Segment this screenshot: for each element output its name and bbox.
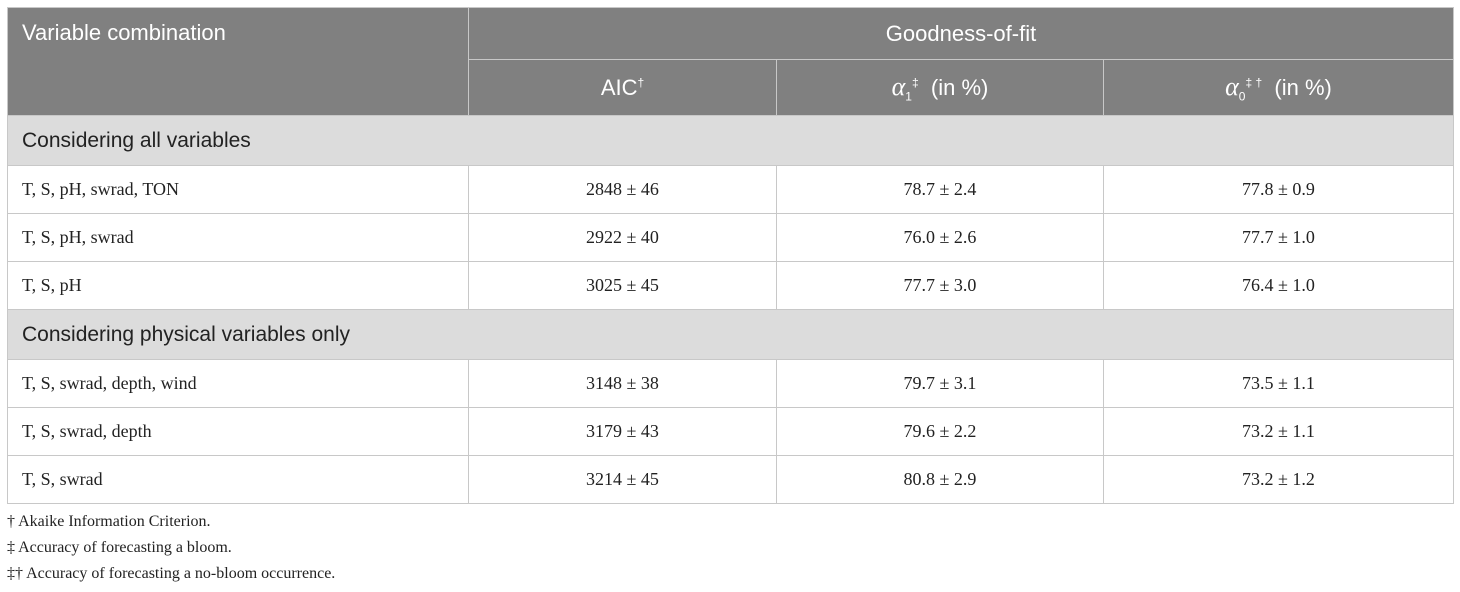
footnote: † Akaike Information Criterion. [7,513,211,530]
value-cell: 3025 ± 45 [468,261,777,310]
footnote: ‡† Accuracy of forecasting a no-bloom oc… [7,565,336,582]
header-symbol: α [891,71,906,101]
value-cell: 3179 ± 43 [468,407,777,456]
data-row: T, S, swrad, depth, wind 3148 ± 38 79.7 ± … [7,359,1454,408]
variable-cell: T, S, swrad [7,455,469,504]
value-cell: 77.7 ± 3.0 [776,261,1104,310]
value-cell: 73.2 ± 1.2 [1103,455,1454,504]
header-row: Variable combination Goodness-of-fit [7,7,1454,116]
value-cell: 2848 ± 46 [468,165,777,214]
table-header: Variable combination Goodness-of-fit AIC… [7,7,1454,116]
header-text: AIC [600,74,638,100]
header-symbol: α [1225,71,1239,101]
data-row: T, S, swrad 3214 ± 45 80.8 ± 2.9 73.2 ± 1.2 [7,455,1454,504]
value-cell: 77.7 ± 1.0 [1103,213,1454,262]
data-row: T, S, swrad, depth 3179 ± 43 79.6 ± 2.2 73.… [7,407,1454,456]
header-sub: 1 [905,89,912,104]
variable-cell: T, S, pH, swrad [7,213,469,262]
value-cell: 79.6 ± 2.2 [776,407,1104,456]
section-title: Considering physical variables only [7,309,1454,360]
header-sup: ‡ † [1245,75,1263,90]
value-cell: 2922 ± 40 [468,213,777,262]
footnote: ‡ Accuracy of forecasting a bloom. [7,539,232,556]
table-body: Considering all variables T, S, pH, swrad… [7,115,1454,504]
value-cell: 77.8 ± 0.9 [1103,165,1454,214]
header-row: AIC† α1‡ (in %) α0‡ † (in %) [8,59,1454,116]
data-row: T, S, pH, swrad, TON 2848 ± 46 78.7 ± 2.4 7… [7,165,1454,214]
value-cell: 73.5 ± 1.1 [1103,359,1454,408]
header-text: (in %) [930,74,989,100]
value-cell: 80.8 ± 2.9 [776,455,1104,504]
data-row: T, S, pH, swrad 2922 ± 40 76.0 ± 2.6 77.7 ±… [7,213,1454,262]
header-sup: ‡ [911,75,919,90]
value-cell: 79.7 ± 3.1 [776,359,1104,408]
value-cell: 3214 ± 45 [468,455,777,504]
variable-cell: T, S, swrad, depth, wind [7,359,469,408]
value-cell: 78.7 ± 2.4 [776,165,1104,214]
variable-cell: T, S, pH [7,261,469,310]
header-sup: † [637,75,645,90]
value-cell: 3148 ± 38 [468,359,777,408]
value-cell: 76.0 ± 2.6 [776,213,1104,262]
value-cell: 73.2 ± 1.1 [1103,407,1454,456]
section-title: Considering all variables [7,115,1454,166]
section-row: Considering all variables [7,115,1454,166]
variable-cell: T, S, pH, swrad, TON [7,165,469,214]
variable-cell: T, S, swrad, depth [7,407,469,456]
header-cell: α1‡ (in %) [776,59,1104,116]
header-text: (in %) [1274,74,1332,100]
data-row: T, S, pH 3025 ± 45 77.7 ± 3.0 76.4 ± 1.0 [7,261,1454,310]
header-sub: 0 [1238,89,1246,104]
header-cell: α0‡ † (in %) [1103,59,1454,116]
value-cell: 76.4 ± 1.0 [1103,261,1454,310]
header-cell: Variable combination [7,7,469,116]
section-row: Considering physical variables only [7,309,1454,360]
header-cell: AIC† [468,59,777,116]
header-cell: Goodness-of-fit [468,7,1454,60]
results-table: Variable combination Goodness-of-fit AIC… [7,7,1454,504]
